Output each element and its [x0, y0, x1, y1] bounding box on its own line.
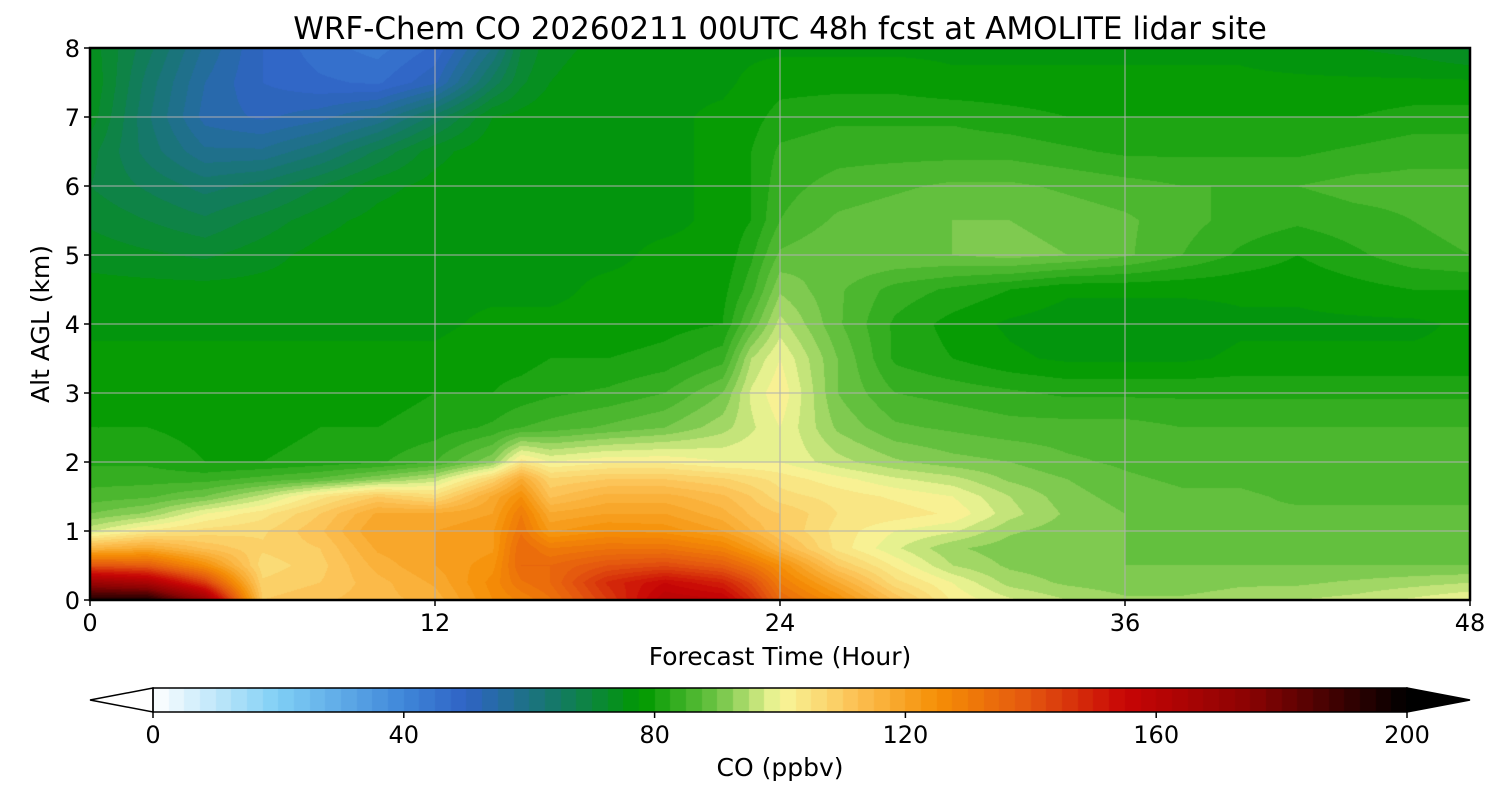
- x-tick-label: 36: [1110, 609, 1141, 637]
- y-tick-label: 3: [65, 380, 80, 408]
- colorbar-low-extension: [89, 687, 154, 713]
- y-tick-label: 5: [65, 242, 80, 270]
- colorbar-tick-label: 160: [1133, 721, 1179, 749]
- x-tick-label: 48: [1455, 609, 1486, 637]
- y-tick-label: 4: [65, 311, 80, 339]
- colorbar-tick-label: 80: [639, 721, 670, 749]
- y-tick-label: 7: [65, 104, 80, 132]
- y-axis-label: Alt AGL (km): [26, 245, 55, 403]
- x-axis-ticks: 0 12 24 36 48: [82, 600, 1485, 637]
- x-tick-label: 24: [765, 609, 796, 637]
- y-tick-label: 0: [65, 587, 80, 615]
- colorbar-tick-label: 120: [882, 721, 928, 749]
- colorbar-ticks: 0 40 80 120 160 200: [145, 712, 1430, 749]
- chart-title: WRF-Chem CO 20260211 00UTC 48h fcst at A…: [293, 11, 1267, 47]
- colorbar-label: CO (ppbv): [717, 753, 844, 782]
- colorbar-tick-label: 200: [1384, 721, 1430, 749]
- colorbar-gradient: [153, 688, 1407, 712]
- colorbar: 0 40 80 120 160 200 CO (ppbv): [89, 687, 1471, 782]
- y-tick-label: 6: [65, 173, 80, 201]
- colorbar-high-extension: [1406, 687, 1471, 713]
- y-tick-label: 1: [65, 518, 80, 546]
- x-axis-label: Forecast Time (Hour): [649, 642, 912, 671]
- colorbar-tick-label: 40: [389, 721, 420, 749]
- colorbar-tick-label: 0: [145, 721, 160, 749]
- y-tick-label: 2: [65, 449, 80, 477]
- colorbar-frame: [152, 687, 1408, 713]
- y-axis-ticks: 0 1 2 3 4 5 6 7 8: [65, 35, 90, 615]
- y-tick-label: 8: [65, 35, 80, 63]
- x-tick-label: 0: [82, 609, 97, 637]
- x-tick-label: 12: [420, 609, 451, 637]
